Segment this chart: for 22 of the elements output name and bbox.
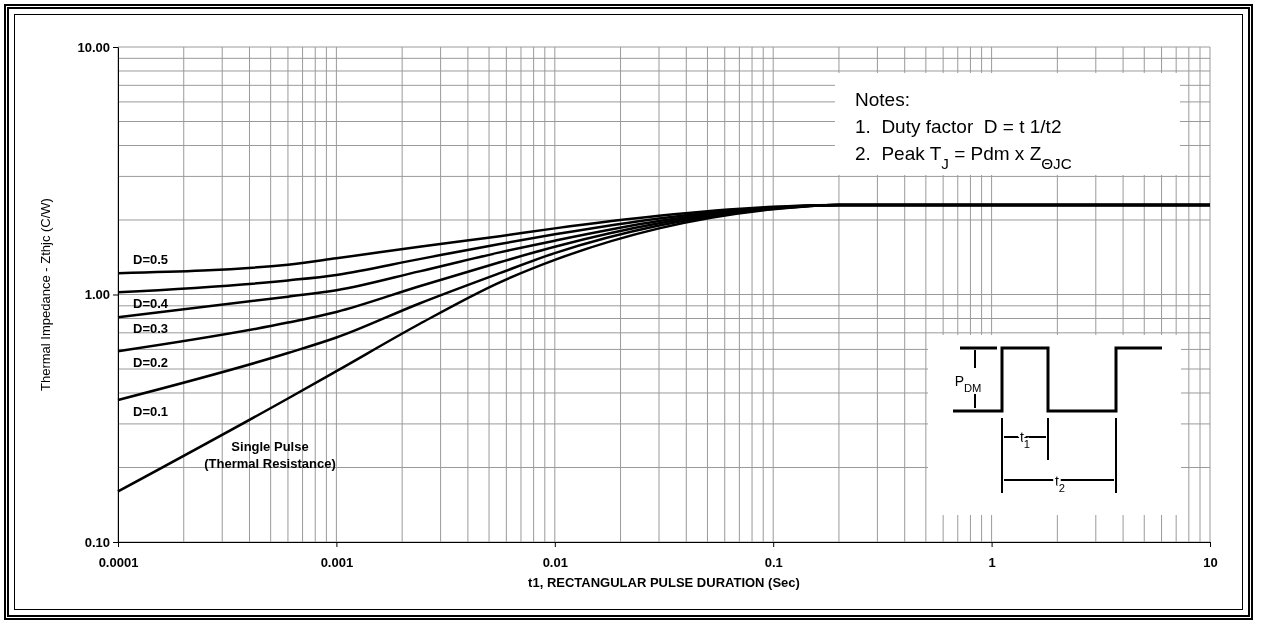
series-label: D=0.1 [133,403,169,419]
annotation: P$_{DM}$ [954,373,982,394]
x-tick-label: 0.1 [764,554,783,570]
series-label: D=0.2 [133,355,169,371]
x-axis-title: t1, RECTANGULAR PULSE DURATION (Sec) [528,575,800,590]
x-tick-label: 0.01 [542,554,568,570]
annotation: Notes: [855,89,910,110]
series-label: D=0.5 [133,252,169,268]
x-tick-label: 0.001 [320,554,354,570]
x-tick-label: 0.0001 [98,554,139,570]
x-tick-label: 1 [988,554,996,570]
annotation: 2. Peak T$_{J}$ = Pdm x Z$_{ΘJC}$ [855,143,1072,172]
y-tick-label: 1.00 [84,287,110,303]
series-label: D=0.3 [133,321,169,337]
y-tick-label: 10.00 [77,39,110,55]
series-label: Single Pulse (Thermal Resistance) [204,438,336,472]
x-tick-label: 10 [1203,554,1218,570]
series-label: D=0.4 [133,296,169,312]
notes-box: Notes: 1. Duty factor D = t 1/t2 2. Peak T$_{J}$ = Pdm x Z$_{ΘJC}$ [835,73,1180,175]
annotation: 1. Duty factor D = t 1/t2 [855,116,1062,137]
y-axis-title: Thermal Impedance - Zthjc (C/W) [38,198,53,391]
y-tick-label: 0.10 [84,534,110,550]
